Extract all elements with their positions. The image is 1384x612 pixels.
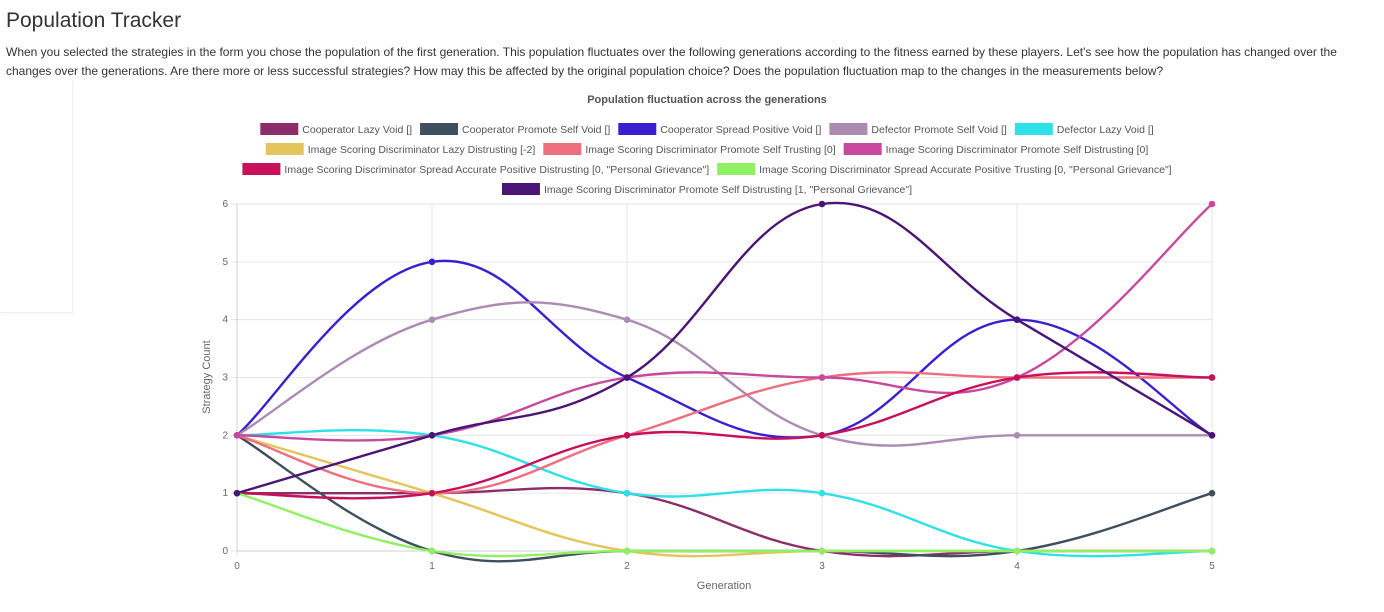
chart-title: Population fluctuation across the genera… [587,94,827,106]
series-line-10 [235,201,1214,495]
legend-label: Defector Promote Self Void [] [871,124,1006,136]
legend-swatch [829,123,868,135]
data-point[interactable] [428,432,436,439]
legend-swatch [843,143,882,155]
legend-item[interactable]: Cooperator Spread Positive Void [] [618,123,821,136]
chart-legend: Cooperator Lazy Void [] Cooperator Promot… [242,123,1172,196]
legend-swatch [1014,123,1053,135]
data-point[interactable] [428,258,436,266]
x-tick-label: 1 [429,561,435,572]
legend-swatch [420,123,459,135]
legend-swatch [543,143,582,155]
chart-grid [231,203,1213,557]
legend-item[interactable]: Image Scoring Discriminator Promote Self… [501,183,912,196]
legend-label: Cooperator Promote Self Void [] [462,124,610,136]
x-tick-label: 3 [819,561,825,572]
data-point[interactable] [1208,432,1216,439]
data-point[interactable] [233,489,241,497]
data-point[interactable] [1208,489,1216,497]
x-tick-label: 0 [234,561,240,572]
legend-item[interactable]: Image Scoring Discriminator Promote Self… [843,143,1149,156]
series-line-6 [235,371,1214,495]
data-point[interactable] [1013,374,1021,381]
legend-label: Defector Lazy Void [] [1057,124,1154,136]
data-point[interactable] [428,547,436,555]
legend-item[interactable]: Defector Promote Self Void [] [829,123,1007,136]
y-tick-label: 4 [222,315,228,326]
legend-label: Image Scoring Discriminator Promote Self… [585,144,835,156]
y-axis: 0 1 2 3 4 5 6 [222,199,228,557]
y-tick-label: 3 [222,373,228,384]
data-point[interactable] [1208,200,1216,208]
y-tick-label: 5 [222,257,228,268]
y-tick-label: 2 [222,430,228,441]
legend-item[interactable]: Cooperator Lazy Void [] [260,123,412,136]
data-point[interactable] [818,432,826,439]
page-title: Population Tracker [6,9,182,32]
series-line-5 [235,434,1214,558]
legend-item[interactable]: Defector Lazy Void [] [1014,123,1154,136]
legend-item[interactable]: Image Scoring Discriminator Promote Self… [543,143,836,156]
series-line-7 [235,202,1214,442]
data-point[interactable] [818,200,826,208]
y-tick-label: 6 [222,199,228,210]
legend-swatch [618,123,657,135]
legend-item[interactable]: Image Scoring Discriminator Spread Accur… [242,163,709,176]
x-axis: 0 1 2 3 4 5 [234,561,1215,572]
data-point[interactable] [1013,547,1021,555]
data-point[interactable] [1013,316,1021,323]
data-point[interactable] [623,489,631,497]
background-panel [0,80,73,313]
data-point[interactable] [1208,547,1216,555]
data-point[interactable] [818,489,826,497]
data-point[interactable] [623,374,631,381]
data-point[interactable] [1013,432,1021,439]
y-axis-title: Strategy Count [201,340,213,413]
x-axis-title: Generation [697,580,751,592]
legend-swatch [260,123,299,135]
legend-item[interactable]: Image Scoring Discriminator Spread Accur… [717,163,1172,176]
legend-swatch [242,163,281,175]
data-point[interactable] [818,374,826,381]
legend-item[interactable]: Image Scoring Discriminator Lazy Distrus… [265,143,536,156]
intro-paragraph: When you selected the strategies in the … [6,45,1337,78]
y-tick-label: 1 [222,488,228,499]
legend-swatch [501,183,540,195]
legend-label: Image Scoring Discriminator Promote Self… [544,184,912,196]
legend-item[interactable]: Cooperator Promote Self Void [] [420,123,610,136]
x-tick-label: 4 [1014,561,1020,572]
legend-swatch [265,143,304,155]
series-line-9 [235,491,1214,558]
series-line-8 [235,371,1214,500]
data-point[interactable] [623,432,631,439]
data-point[interactable] [233,432,241,439]
series-line-4 [235,428,1214,558]
data-point[interactable] [818,547,826,555]
data-point[interactable] [428,316,436,323]
legend-label: Cooperator Lazy Void [] [302,124,412,136]
data-point[interactable] [1208,374,1216,381]
x-tick-label: 5 [1209,561,1215,572]
data-point[interactable] [623,316,631,323]
legend-label: Image Scoring Discriminator Promote Self… [886,144,1149,156]
data-point[interactable] [623,547,631,555]
series-line-2 [235,259,1214,439]
y-tick-label: 0 [222,546,228,557]
legend-label: Image Scoring Discriminator Lazy Distrus… [308,144,536,156]
legend-label: Image Scoring Discriminator Spread Accur… [284,164,709,176]
series-points [233,200,1216,555]
series-lines [235,201,1214,563]
legend-label: Cooperator Spread Positive Void [] [660,124,821,136]
data-point[interactable] [428,489,436,497]
legend-label: Image Scoring Discriminator Spread Accur… [759,164,1172,176]
series-line-3 [235,301,1214,447]
legend-swatch [717,163,756,175]
x-tick-label: 2 [624,561,630,572]
